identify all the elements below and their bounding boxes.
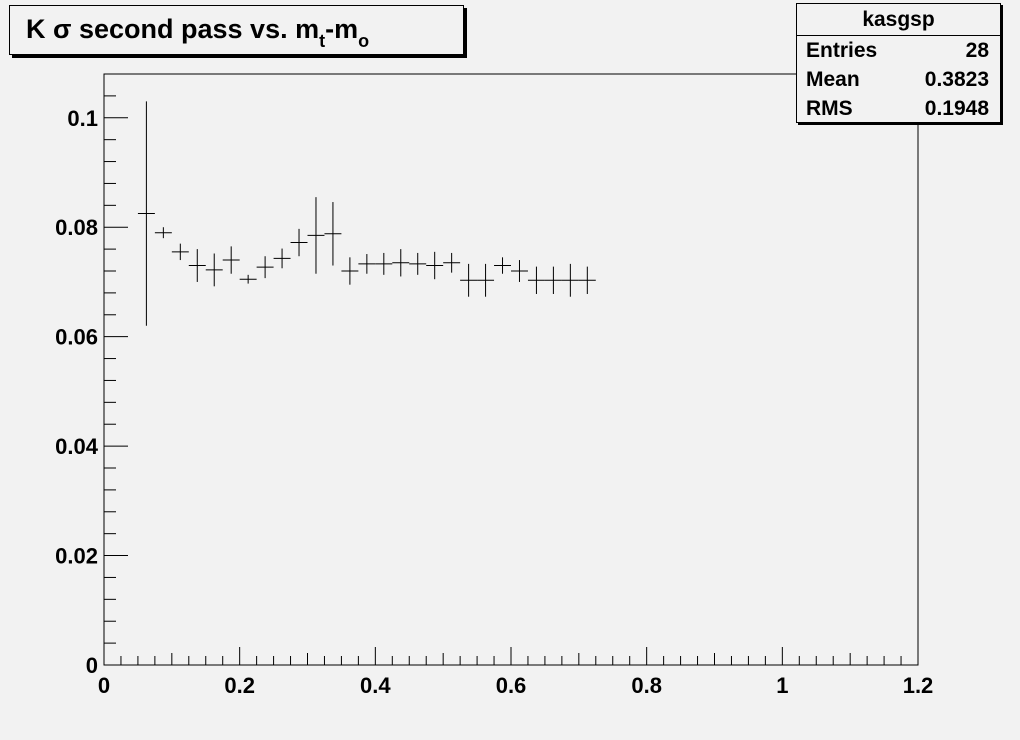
x-tick-label: 0.4 xyxy=(360,673,391,698)
stats-rms-label: RMS xyxy=(806,97,853,120)
data-point xyxy=(290,228,308,257)
data-point xyxy=(171,243,189,261)
data-point xyxy=(205,253,223,287)
data-point xyxy=(222,246,240,274)
y-tick-label: 0.08 xyxy=(55,215,98,240)
title-dash: -m xyxy=(325,14,359,44)
data-point xyxy=(392,249,410,277)
data-point xyxy=(544,266,562,294)
data-point xyxy=(477,263,495,297)
stats-box: kasgsp Entries 28 Mean 0.3823 RMS 0.1948 xyxy=(796,3,1001,123)
data-point xyxy=(137,101,155,326)
x-tick-label: 0 xyxy=(98,673,110,698)
y-tick-label: 0 xyxy=(86,653,98,678)
data-point xyxy=(341,257,359,285)
data-point xyxy=(375,252,393,275)
data-point xyxy=(511,260,528,282)
stats-entries-value: 28 xyxy=(965,39,989,62)
data-point xyxy=(307,197,325,274)
data-point xyxy=(494,257,511,274)
stats-mean-value: 0.3823 xyxy=(924,68,989,91)
data-point xyxy=(188,249,206,282)
x-tick-label: 0.8 xyxy=(631,673,662,698)
data-point xyxy=(358,254,376,274)
x-tick-label: 0.6 xyxy=(496,673,527,698)
y-tick-label: 0.1 xyxy=(67,106,98,131)
y-tick-label: 0.06 xyxy=(55,325,98,350)
data-point xyxy=(256,256,274,279)
data-point xyxy=(578,266,596,294)
data-point xyxy=(154,227,172,239)
stats-row-mean: Mean 0.3823 xyxy=(797,65,1000,94)
title-prefix: K xyxy=(26,14,53,44)
data-point xyxy=(273,248,291,269)
axes: 0 0.2 0.4 0.6 0.8 1 1.2 0 0.02 0.04 0.06 0.08 0.1 xyxy=(55,73,934,698)
data-points xyxy=(137,101,596,326)
stats-rms-value: 0.1948 xyxy=(924,97,989,120)
title-middle: second pass vs. m xyxy=(71,14,320,44)
data-point xyxy=(561,263,579,297)
x-tick-label: 0.2 xyxy=(224,673,255,698)
x-tick-label: 1 xyxy=(776,673,788,698)
stats-row-entries: Entries 28 xyxy=(797,36,1000,65)
data-point xyxy=(239,274,257,284)
data-point xyxy=(409,252,427,275)
data-point xyxy=(527,266,545,294)
data-point xyxy=(324,202,342,266)
y-tick-label: 0.02 xyxy=(55,544,98,569)
data-point xyxy=(443,252,461,273)
title-sub-o: o xyxy=(358,31,370,51)
y-tick-label: 0.04 xyxy=(55,434,99,459)
x-tick-label: 1.2 xyxy=(903,673,934,698)
data-point xyxy=(426,251,444,280)
title-sub-t: t xyxy=(319,31,326,51)
stats-row-rms: RMS 0.1948 xyxy=(797,94,1000,123)
stats-name: kasgsp xyxy=(797,4,1000,36)
chart-title: K σ second pass vs. mt-mo xyxy=(9,5,464,55)
stats-entries-label: Entries xyxy=(806,39,878,62)
title-sigma: σ xyxy=(53,14,72,44)
data-point xyxy=(460,263,478,297)
stats-mean-label: Mean xyxy=(806,68,860,91)
plot-frame xyxy=(103,73,919,666)
